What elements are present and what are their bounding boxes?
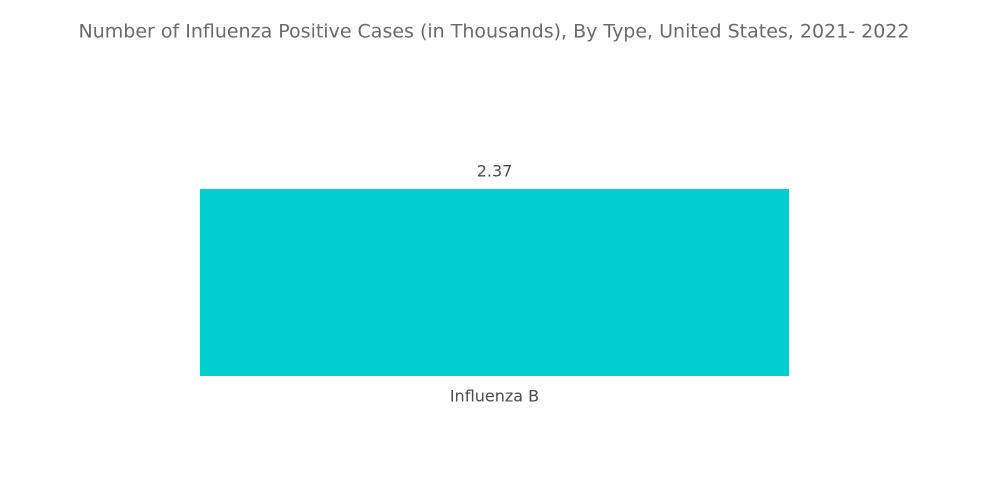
x-tick-label: Influenza B	[450, 387, 539, 406]
data-label: 2.37	[477, 162, 513, 181]
bar	[200, 189, 789, 376]
chart-title: Number of Influenza Positive Cases (in T…	[79, 21, 910, 43]
